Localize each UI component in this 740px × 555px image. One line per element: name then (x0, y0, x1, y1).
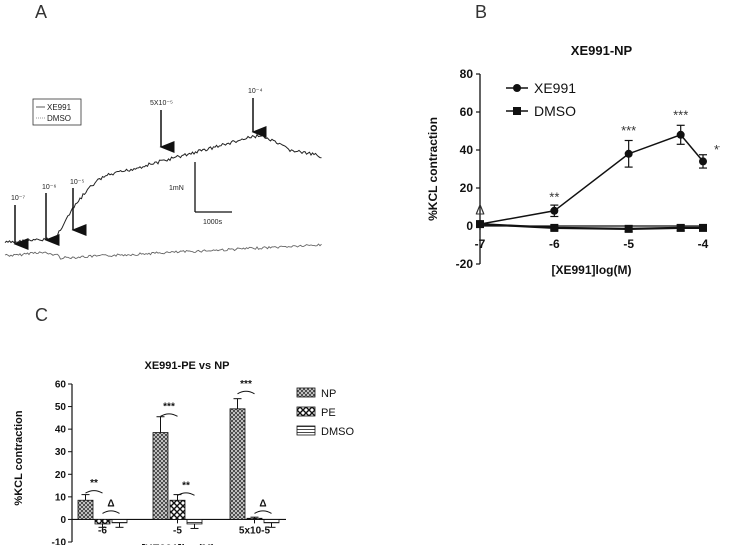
chart-c-y-tick-label: 50 (55, 402, 67, 413)
chart-c-x-tick-label: 5x10-5 (239, 525, 271, 536)
trace-legend-xe991: XE991 (47, 103, 72, 112)
legend-marker-xe991 (513, 84, 521, 92)
conc-label-3: 10⁻⁵ (70, 179, 84, 186)
bar-pe (169, 499, 186, 520)
data-point-xe991 (550, 206, 559, 215)
legend-swatch-pe (296, 406, 316, 417)
conc-label-4: 5X10⁻⁵ (150, 100, 173, 107)
chart-b-x-tick-label: -6 (549, 237, 560, 251)
chart-b-x-label: [XE991]log(M) (551, 263, 631, 277)
chart-c: XE991-PE vs NP -10 0 10 20 30 40 50 60 %KCL contr… (13, 360, 354, 546)
significance-bracket (85, 490, 103, 494)
significance-label: *** (621, 123, 636, 138)
legend-marker-dmso (513, 107, 521, 115)
significance-label: ** (90, 478, 98, 489)
chart-b-x-tick-label: -7 (475, 237, 486, 251)
data-point-dmso (550, 223, 559, 232)
data-point-dmso (476, 220, 484, 229)
chart-c-y-tick-label: -10 (52, 538, 67, 546)
chart-b-y-tick-label: 20 (460, 181, 474, 195)
conc-label-5: 10⁻⁴ (248, 88, 263, 95)
bar-dmso (263, 519, 280, 524)
panel-label-b: B (475, 2, 488, 22)
chart-c-y-tick-label: 60 (55, 380, 67, 391)
data-point-xe991 (676, 130, 685, 139)
chart-c-y-label: %KCL contraction (13, 410, 25, 505)
chart-c-y-tick-label: 0 (60, 515, 66, 526)
series-line-xe991 (479, 133, 704, 225)
dmso-trace (4, 243, 322, 260)
conc-label-1: 10⁻⁷ (11, 195, 25, 202)
chart-c-y-tick-label: 10 (55, 492, 67, 503)
legend-swatch-np (296, 387, 316, 398)
panel-label-a: A (35, 2, 48, 22)
chart-c-y-tick-label: 40 (55, 425, 67, 436)
chart-b-y-tick-label: 80 (460, 67, 474, 81)
legend-swatch-dmso (296, 425, 316, 436)
trace-legend: XE991 DMSO (32, 98, 82, 126)
significance-label: Δ (107, 498, 114, 509)
legend-label-np: NP (321, 388, 336, 400)
significance-bracket (160, 413, 178, 417)
chart-b-y-tick-label: 0 (466, 219, 473, 233)
conc-label-2: 10⁻⁶ (42, 184, 56, 191)
bar-np (152, 432, 169, 520)
chart-b-x-tick-label: -5 (623, 237, 634, 251)
chart-b-title: XE991-NP (571, 43, 633, 58)
bar-np (77, 499, 94, 520)
chart-b: XE991-NP -20 0 20 40 60 80 -7 -6 -5 -4 [XE991]log(M… (426, 43, 720, 277)
bar-np (229, 408, 246, 520)
chart-b-y-tick-label: 40 (460, 143, 474, 157)
force-trace: XE991 DMSO 10⁻⁷ 10⁻⁶ 10⁻⁵ 5X10⁻⁵ 10⁻⁴ 1m… (4, 88, 322, 260)
chart-c-x-tick-label: -6 (98, 525, 107, 536)
significance-bracket (177, 492, 195, 496)
legend-label-xe991: XE991 (534, 80, 576, 96)
scale-time: 1000s (203, 219, 223, 226)
panel-label-c: C (35, 305, 48, 325)
significance-bracket (102, 510, 120, 514)
bar-dmso (111, 519, 128, 524)
chart-c-x-tick-label: -5 (173, 525, 182, 536)
scale-bar: 1mN 1000s (169, 162, 232, 226)
significance-label: *** (714, 142, 720, 157)
significance-label: *** (240, 379, 252, 390)
chart-b-x-tick-label: -4 (698, 237, 709, 251)
chart-c-y-tick-label: 30 (55, 447, 67, 458)
chart-b-y-tick-label: -20 (456, 257, 474, 271)
chart-c-y-tick-label: 20 (55, 470, 67, 481)
concentration-arrows (13, 98, 267, 250)
chart-c-x-label: [XE991]log(M) (141, 543, 215, 545)
chart-c-title: XE991-PE vs NP (145, 360, 230, 372)
legend-label-pe: PE (321, 407, 336, 419)
bar-pe (246, 517, 263, 520)
significance-label: *** (163, 401, 175, 412)
significance-label: Δ (475, 202, 484, 218)
significance-label: Δ (259, 498, 266, 509)
data-point-xe991 (624, 149, 633, 158)
scale-force: 1mN (169, 185, 184, 192)
significance-label: ** (549, 189, 559, 204)
significance-label: ** (182, 480, 190, 491)
significance-bracket (237, 390, 255, 395)
legend-label-dmso: DMSO (534, 103, 576, 119)
data-point-dmso (699, 223, 707, 232)
significance-label: *** (673, 108, 688, 123)
data-point-dmso (676, 223, 685, 232)
trace-legend-dmso: DMSO (47, 114, 71, 123)
trace-lines (4, 133, 322, 260)
chart-b-y-tick-label: 60 (460, 105, 474, 119)
legend-label-dmso: DMSO (321, 426, 354, 438)
chart-b-y-label: %KCL contraction (426, 117, 440, 221)
data-point-xe991 (699, 157, 707, 166)
data-point-dmso (624, 224, 633, 233)
bar-dmso (186, 519, 203, 525)
significance-bracket (254, 510, 272, 514)
